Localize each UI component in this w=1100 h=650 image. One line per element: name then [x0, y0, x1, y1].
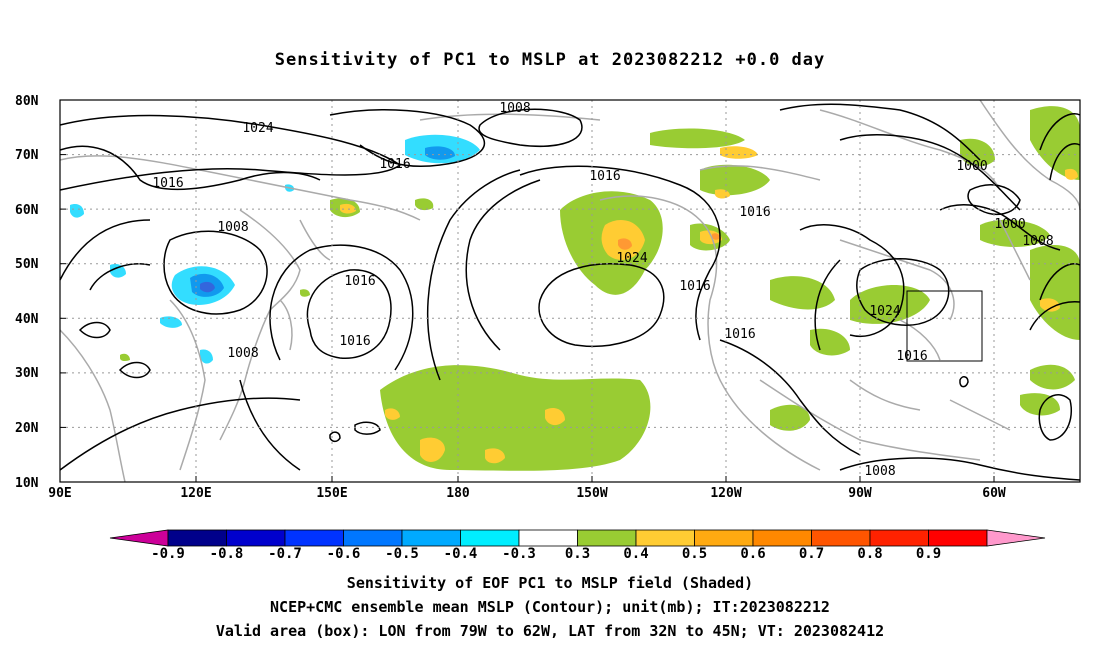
lat-tick-50n: 50N [15, 257, 39, 272]
contour-label: 1016 [379, 157, 410, 172]
gridlines [60, 100, 1080, 482]
colorbar-tick-label: 0.6 [740, 546, 765, 562]
lat-tick-30n: 30N [15, 366, 39, 381]
lon-tick-90e: 90E [48, 486, 71, 501]
colorbar-left-arrow [109, 529, 169, 547]
colorbar-cell [226, 529, 286, 547]
colorbar-cell [752, 529, 812, 547]
colorbar-tick-label: 0.7 [799, 546, 824, 562]
lat-tick-70n: 70N [15, 148, 39, 163]
colorbar-tick-label: -0.6 [327, 546, 361, 562]
colorbar-tick-label: 0.9 [916, 546, 941, 562]
colorbar-tick-label: 0.5 [682, 546, 707, 562]
coastlines [59, 99, 1081, 483]
lat-tick-80n: 80N [15, 94, 39, 109]
colorbar-right-arrow [986, 529, 1046, 547]
lon-tick-150e: 150E [316, 486, 347, 501]
colorbar-tick-label: -0.9 [151, 546, 185, 562]
contour-label: 1016 [339, 334, 370, 349]
contour-label: 1016 [724, 327, 755, 342]
contour-label: 1008 [499, 101, 530, 116]
lon-tick-120e: 120E [180, 486, 211, 501]
lon-tick-90w: 90W [848, 486, 872, 501]
colorbar-cell [460, 529, 520, 547]
contour-label: 1008 [217, 220, 248, 235]
caption-valid-area: Valid area (box): LON from 79W to 62W, L… [215, 622, 885, 640]
colorbar-cell [401, 529, 461, 547]
lon-tick-labels: 90E 120E 150E 180 150W 120W 90W 60W [48, 486, 1006, 501]
caption-shaded: Sensitivity of EOF PC1 to MSLP field (Sh… [346, 574, 754, 592]
colorbar-tick-label: -0.8 [210, 546, 244, 562]
contour-label: 1016 [152, 176, 183, 191]
colorbar-cell [343, 529, 403, 547]
colorbar-cell [284, 529, 344, 547]
lat-tick-20n: 20N [15, 421, 39, 436]
lon-tick-180: 180 [446, 486, 470, 501]
contour-label: 1016 [896, 349, 927, 364]
colorbar-tick-label: 0.4 [623, 546, 648, 562]
contour-label: 1016 [589, 169, 620, 184]
contour-label: 1016 [679, 279, 710, 294]
contour-label: 1008 [1022, 234, 1053, 249]
colorbar: -0.9 -0.8 -0.7 -0.6 -0.5 -0.4 -0.3 0.3 0.4 0.5 0.6… [109, 529, 1046, 562]
contour-label: 1024 [869, 304, 900, 319]
lat-tick-40n: 40N [15, 312, 39, 327]
contour-labels: 1008 1024 1016 1016 1016 1008 1016 1016 … [152, 101, 1053, 479]
colorbar-tick-label: -0.7 [268, 546, 302, 562]
colorbar-cell [577, 529, 637, 547]
lat-tick-labels: 80N 70N 60N 50N 40N 30N 20N 10N [15, 94, 39, 491]
lon-tick-150w: 150W [576, 486, 607, 501]
contour-label: 1024 [616, 251, 647, 266]
contour-label: 1000 [956, 159, 987, 174]
colorbar-cell [869, 529, 929, 547]
map-title: Sensitivity of PC1 to MSLP at 2023082212… [274, 50, 826, 70]
contour-label: 1016 [344, 274, 375, 289]
colorbar-cell [694, 529, 754, 547]
colorbar-tick-label: 0.3 [565, 546, 590, 562]
colorbar-tick-label: 0.8 [857, 546, 882, 562]
contour-label: 1000 [994, 217, 1025, 232]
colorbar-cell [167, 529, 227, 547]
contour-label: 1008 [864, 464, 895, 479]
contour-label: 1024 [242, 121, 273, 136]
colorbar-cell [635, 529, 695, 547]
lon-tick-120w: 120W [710, 486, 741, 501]
colorbar-cell [518, 529, 578, 547]
colorbar-cell [928, 529, 988, 547]
contour-label: 1008 [227, 346, 258, 361]
colorbar-tick-label: -0.4 [444, 546, 478, 562]
colorbar-tick-label: -0.3 [502, 546, 536, 562]
lon-tick-60w: 60W [982, 486, 1006, 501]
valid-area-box [906, 290, 983, 362]
contour-label: 1016 [739, 205, 770, 220]
lat-tick-10n: 10N [15, 476, 39, 491]
lat-tick-60n: 60N [15, 203, 39, 218]
colorbar-tick-label: -0.5 [385, 546, 419, 562]
caption-contour: NCEP+CMC ensemble mean MSLP (Contour); u… [270, 598, 830, 616]
colorbar-cell [811, 529, 871, 547]
